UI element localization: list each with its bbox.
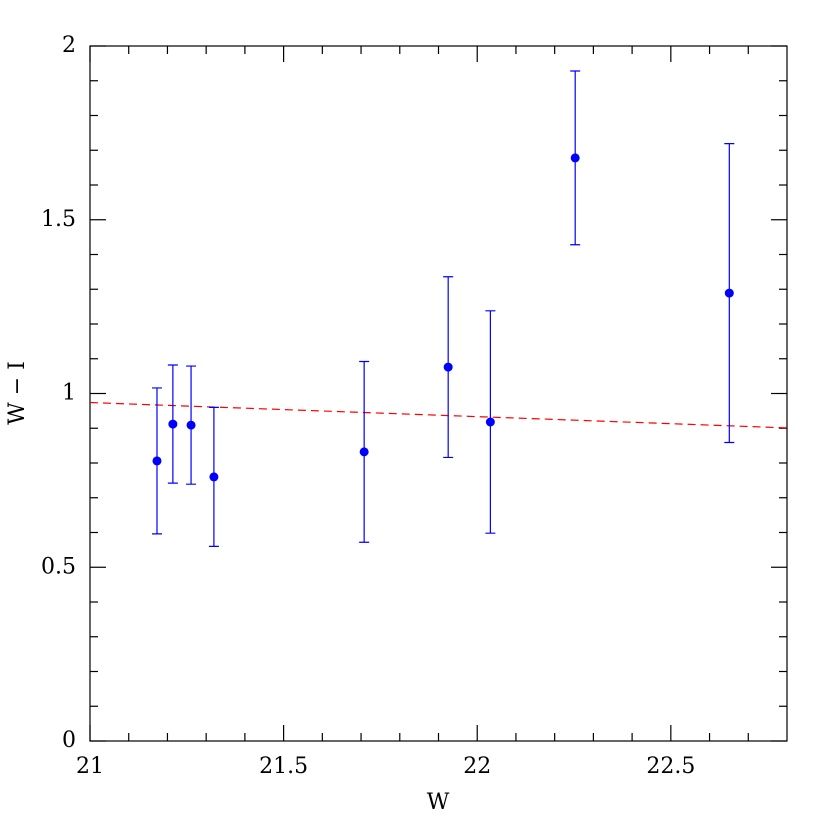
x-axis-label: W [427, 790, 450, 815]
data-point [209, 472, 219, 482]
y-axis-label: W − I [5, 361, 30, 425]
data-point [485, 417, 495, 427]
x-tick-label: 22 [463, 754, 491, 779]
data-point [152, 456, 162, 466]
y-tick-label: 1 [62, 381, 76, 406]
data-point [443, 362, 453, 372]
x-tick-label: 22.5 [646, 754, 695, 779]
data-point [168, 419, 178, 429]
y-tick-label: 0 [62, 728, 76, 753]
data-point [359, 447, 369, 457]
data-point [724, 288, 734, 298]
data-point [570, 153, 580, 163]
y-tick-label: 1.5 [41, 207, 76, 232]
data-point [186, 420, 196, 430]
y-tick-label: 0.5 [41, 554, 76, 579]
x-tick-label: 21.5 [259, 754, 308, 779]
x-tick-label: 21 [76, 754, 104, 779]
y-tick-label: 2 [62, 33, 76, 58]
plot-frame [89, 45, 788, 742]
